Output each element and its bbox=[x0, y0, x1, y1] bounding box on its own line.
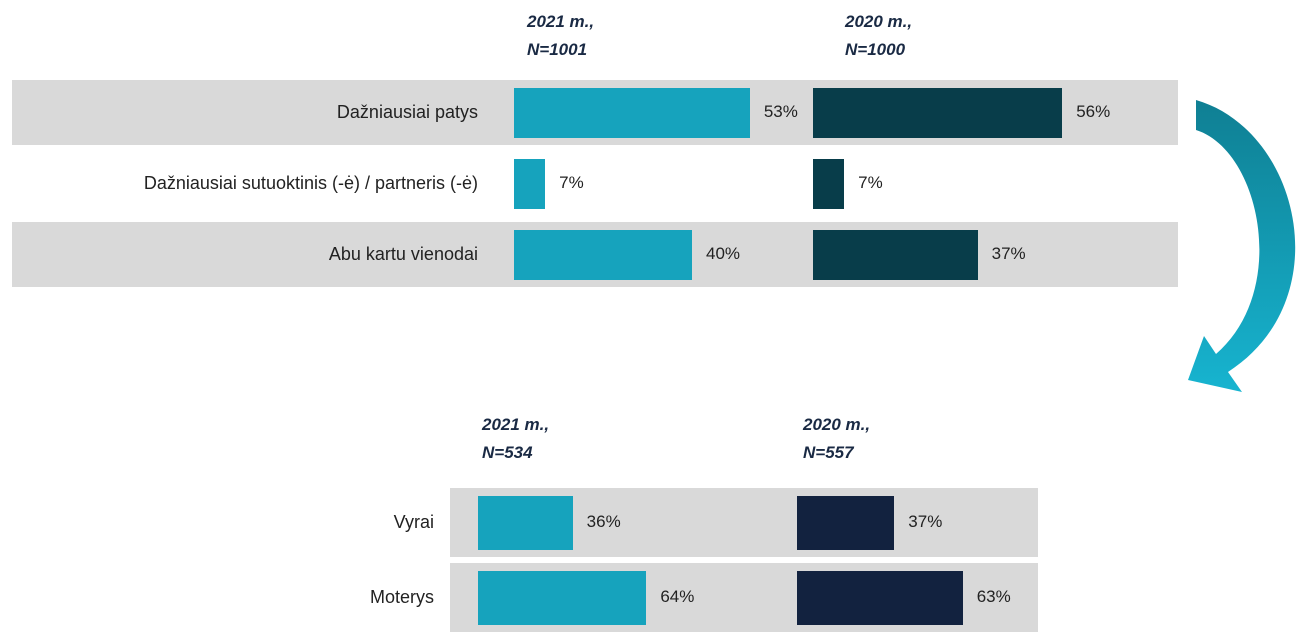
category-label: Moterys bbox=[369, 586, 434, 607]
bar bbox=[514, 158, 546, 209]
value-label: 56% bbox=[1076, 101, 1111, 121]
value-label: 7% bbox=[858, 172, 883, 192]
series-header: 2020 m., N=557 bbox=[803, 415, 871, 462]
category-label: Dažniausiai sutuoktinis (-ė) / partneris… bbox=[143, 172, 478, 193]
bar bbox=[478, 570, 647, 625]
bar bbox=[813, 229, 978, 280]
bar bbox=[813, 87, 1063, 138]
value-label: 37% bbox=[991, 243, 1026, 263]
series-header: 2021 m., N=1001 bbox=[527, 12, 595, 59]
value-label: 64% bbox=[660, 586, 695, 606]
bar bbox=[514, 87, 750, 138]
bar bbox=[813, 158, 845, 209]
value-label: 63% bbox=[976, 586, 1011, 606]
bar bbox=[478, 495, 573, 550]
value-label: 40% bbox=[706, 243, 741, 263]
value-label: 37% bbox=[908, 511, 943, 531]
bar bbox=[797, 495, 895, 550]
category-label: Abu kartu vienodai bbox=[328, 243, 478, 264]
series-header: 2021 m., N=534 bbox=[482, 415, 550, 462]
value-label: 7% bbox=[559, 172, 584, 192]
category-label: Vyrai bbox=[393, 511, 434, 532]
category-label: Dažniausiai patys bbox=[336, 101, 478, 122]
value-label: 53% bbox=[763, 101, 798, 121]
value-label: 36% bbox=[586, 511, 621, 531]
curved-arrow bbox=[1188, 100, 1296, 392]
series-header: 2020 m., N=1000 bbox=[845, 12, 913, 59]
bar bbox=[797, 570, 963, 625]
bar bbox=[514, 229, 692, 280]
